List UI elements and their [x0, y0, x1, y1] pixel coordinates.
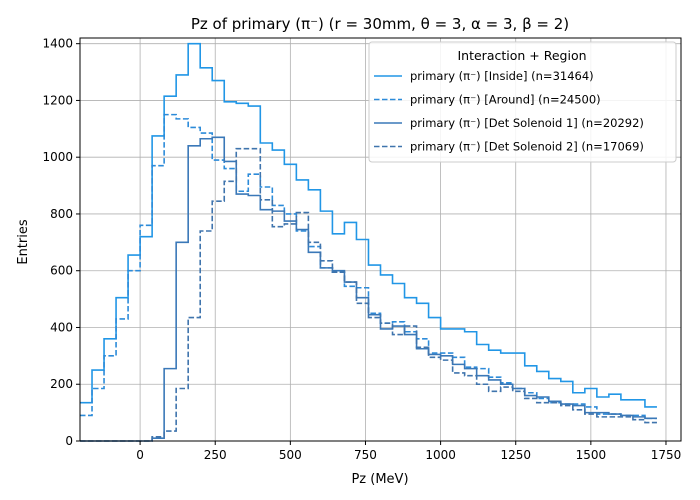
series-line-1	[80, 42, 657, 408]
y-axis-label: Entries	[16, 219, 31, 265]
x-tick-label: 1500	[576, 448, 607, 462]
y-tick-label: 600	[50, 264, 73, 278]
x-axis-label: Pz (MeV)	[351, 472, 408, 487]
x-tick-label: 250	[204, 448, 227, 462]
x-tick-label: 500	[279, 448, 302, 462]
legend-entries: primary (π⁻) [Inside] (n=31464) primary (…	[374, 69, 644, 154]
x-tick-label: 1750	[651, 448, 682, 462]
y-tick-label: 0	[65, 434, 73, 448]
y-tick-label: 400	[50, 320, 73, 334]
legend-label: primary (π⁻) [Inside] (n=31464)	[410, 69, 594, 83]
x-tick-label: 0	[136, 448, 144, 462]
series-line-4	[80, 147, 657, 442]
y-tick-label: 1200	[42, 93, 73, 107]
y-tick-label: 200	[50, 377, 73, 391]
y-tick-label: 800	[50, 207, 73, 221]
x-tick-label: 1000	[425, 448, 456, 462]
legend-box	[368, 41, 677, 163]
series-layer	[80, 42, 657, 442]
legend: Interaction + Region primary (π⁻) [Insid…	[368, 41, 677, 163]
chart-title: Pz of primary (π⁻) (r = 30mm, θ = 3, α =…	[191, 15, 569, 33]
x-axis-ticks: 0 250 500 750 1000 1250 1500 1750	[136, 441, 681, 462]
series-line-3	[80, 136, 657, 442]
legend-label: primary (π⁻) [Around] (n=24500)	[410, 93, 601, 107]
legend-title: Interaction + Region	[457, 48, 586, 63]
legend-label: primary (π⁻) [Det Solenoid 1] (n=20292)	[410, 116, 644, 130]
legend-label: primary (π⁻) [Det Solenoid 2] (n=17069)	[410, 140, 644, 154]
y-tick-label: 1000	[42, 150, 73, 164]
y-axis-ticks: 0 200 400 600 800 1000 1200 1400	[42, 37, 80, 448]
plot-frame	[79, 37, 682, 442]
x-tick-label: 1250	[500, 448, 531, 462]
x-tick-label: 750	[354, 448, 377, 462]
y-tick-label: 1400	[42, 37, 73, 51]
